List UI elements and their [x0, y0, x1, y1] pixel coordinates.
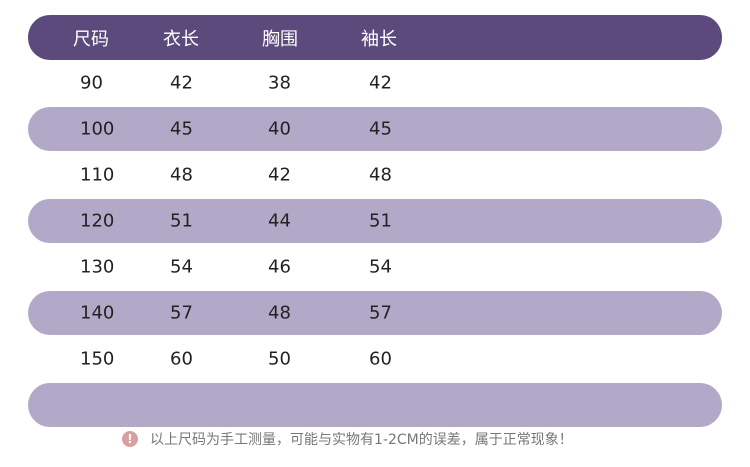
- table-cell: 51: [369, 210, 392, 232]
- table-cell: 60: [369, 348, 392, 370]
- row-stripe: [28, 107, 722, 151]
- table-cell: 120: [80, 210, 115, 232]
- table-cell: 60: [170, 348, 193, 370]
- table-cell: 130: [80, 256, 115, 278]
- table-cell: 100: [80, 118, 115, 140]
- table-cell: 42: [369, 72, 392, 94]
- table-cell: 50: [268, 348, 291, 370]
- table-cell: 40: [268, 118, 291, 140]
- table-cell: 51: [170, 210, 193, 232]
- table-cell: 140: [80, 302, 115, 324]
- table-cell: 57: [170, 302, 193, 324]
- table-cell: 150: [80, 348, 115, 370]
- table-cell: 110: [80, 164, 115, 186]
- table-cell: 90: [80, 72, 103, 94]
- table-cell: 45: [369, 118, 392, 140]
- table-cell: 46: [268, 256, 291, 278]
- table-cell: 57: [369, 302, 392, 324]
- table-cell: 42: [170, 72, 193, 94]
- note: ! 以上尺码为手工测量，可能与实物有1-2CM的误差，属于正常现象！: [122, 428, 573, 450]
- header-cell: 衣长: [163, 29, 199, 50]
- row-stripe: [28, 383, 722, 427]
- table-cell: 44: [268, 210, 291, 232]
- table-cell: 48: [369, 164, 392, 186]
- header-cell: 袖长: [361, 29, 397, 50]
- table-cell: 48: [170, 164, 193, 186]
- header-cell: 尺码: [73, 29, 109, 50]
- table-cell: 48: [268, 302, 291, 324]
- table-cell: 54: [170, 256, 193, 278]
- table-cell: 38: [268, 72, 291, 94]
- table-cell: 45: [170, 118, 193, 140]
- table-cell: 42: [268, 164, 291, 186]
- note-text: 以上尺码为手工测量，可能与实物有1-2CM的误差，属于正常现象！: [150, 432, 573, 448]
- table-cell: 54: [369, 256, 392, 278]
- warning-icon: !: [122, 431, 138, 447]
- row-stripe: [28, 291, 722, 335]
- row-stripe: [28, 199, 722, 243]
- header-bar: [28, 15, 722, 60]
- header-cell: 胸围: [262, 29, 298, 50]
